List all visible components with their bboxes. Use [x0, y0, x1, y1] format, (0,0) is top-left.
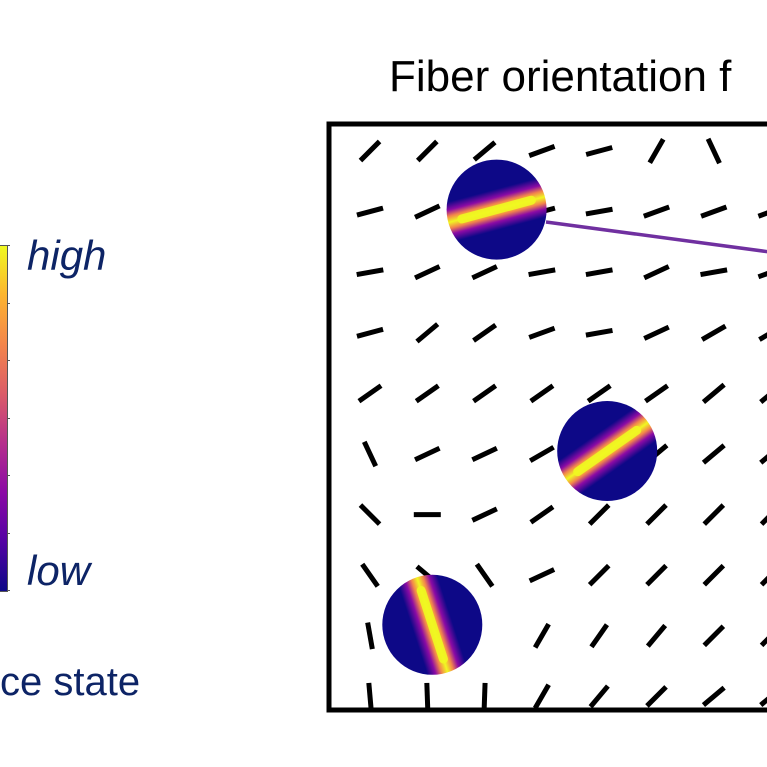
fiber-dash	[759, 393, 767, 404]
fiber-dash	[472, 323, 498, 343]
fiber-dash	[702, 624, 726, 648]
fiber-dash	[358, 139, 382, 163]
fiber-dash	[587, 503, 611, 526]
colorbar-tick	[7, 417, 10, 419]
fiber-dash	[759, 515, 767, 526]
fiber-dash	[529, 383, 555, 404]
connector-line	[545, 220, 767, 254]
fiber-dash	[362, 440, 378, 468]
fiber-dash	[759, 575, 767, 587]
fiber-dash	[365, 622, 375, 650]
fiber-dash	[701, 382, 726, 404]
fiber-dash	[356, 326, 384, 339]
fiber-dash	[757, 271, 767, 280]
fiber-dashes	[356, 137, 767, 710]
fiber-dash	[701, 685, 726, 707]
fiber-dash	[528, 445, 555, 463]
fiber-dash	[472, 383, 498, 404]
fiber-dash	[589, 623, 609, 649]
fiber-dash	[532, 622, 551, 649]
fiber-dash	[645, 563, 668, 587]
fiber-dash	[528, 325, 556, 340]
fiber-dash	[356, 205, 384, 218]
fiber-dash	[481, 682, 488, 710]
probe-fiber-highlight	[416, 586, 448, 664]
colorbar-tick	[7, 302, 10, 304]
fiber-dash	[647, 138, 666, 164]
fiber-dash	[702, 503, 726, 526]
fiber-dash	[645, 623, 668, 648]
fiber-dash	[701, 443, 726, 465]
fiber-dash	[357, 383, 383, 404]
fiber-dash	[358, 503, 382, 526]
fiber-dash	[471, 506, 498, 523]
fiber-dash	[471, 264, 498, 281]
fiber-dash	[759, 454, 767, 465]
fiber-dash	[366, 682, 374, 710]
fiber-dash	[643, 324, 670, 341]
fiber-dash	[414, 203, 441, 220]
fiber-dash	[528, 567, 556, 584]
fiber-dash	[700, 323, 727, 342]
fiber-dash	[356, 267, 384, 278]
colorbar-high-label: high	[27, 232, 107, 279]
probe-circles	[382, 159, 658, 675]
fiber-dash	[702, 563, 726, 587]
fiber-dash	[587, 563, 611, 587]
fiber-dash	[585, 206, 613, 217]
fiber-dash	[529, 504, 555, 525]
fiber-dash	[585, 267, 613, 278]
colorbar-tick	[7, 245, 10, 246]
probe-fiber-highlight	[573, 425, 642, 477]
fiber-dash	[474, 562, 495, 588]
fiber-dash	[415, 322, 440, 344]
fiber-dash	[415, 139, 439, 163]
fiber-dash	[643, 264, 670, 281]
fiber-dash	[642, 204, 671, 219]
fiber-dash	[757, 210, 767, 219]
fiber-dash	[759, 696, 767, 707]
colorbar-tick	[7, 475, 10, 476]
fiber-dash	[585, 145, 613, 157]
fiber-dash	[645, 685, 668, 708]
fiber-dash	[424, 682, 431, 710]
colorbar-tick	[7, 590, 10, 591]
fiber-dash	[645, 503, 668, 526]
fiber-dash	[588, 684, 610, 709]
fiber-dash	[414, 264, 441, 281]
probe-fiber-highlight	[457, 195, 536, 224]
fiber-dash	[414, 446, 441, 462]
fiber-dash	[586, 383, 612, 404]
colorbar-low-label: low	[27, 547, 91, 594]
fiber-dash	[585, 327, 613, 338]
caption-text: ce state	[0, 660, 141, 704]
fiber-dash	[532, 683, 551, 710]
diagram-title: Fiber orientation f	[389, 52, 732, 101]
fiber-dash	[758, 332, 767, 342]
fiber-dash	[471, 446, 498, 462]
fiber-dash	[360, 562, 380, 588]
fiber-dash	[700, 204, 728, 219]
field-frame	[326, 121, 767, 713]
colorbar-tick	[7, 532, 10, 534]
fiber-dash	[528, 144, 556, 158]
fiber-dash	[414, 383, 440, 404]
fiber-dash	[705, 137, 722, 165]
fiber-dash	[528, 267, 556, 278]
fiber-dash	[700, 267, 728, 278]
fiber-dash	[472, 140, 497, 162]
fiber-dash	[644, 383, 669, 404]
colorbar-tick	[7, 360, 10, 361]
fiber-dash	[759, 636, 767, 648]
colorbar	[0, 245, 8, 592]
